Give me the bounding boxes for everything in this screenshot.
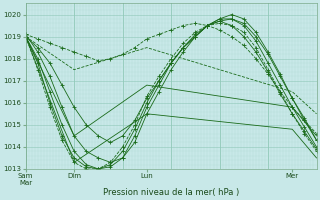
- X-axis label: Pression niveau de la mer( hPa ): Pression niveau de la mer( hPa ): [103, 188, 239, 197]
